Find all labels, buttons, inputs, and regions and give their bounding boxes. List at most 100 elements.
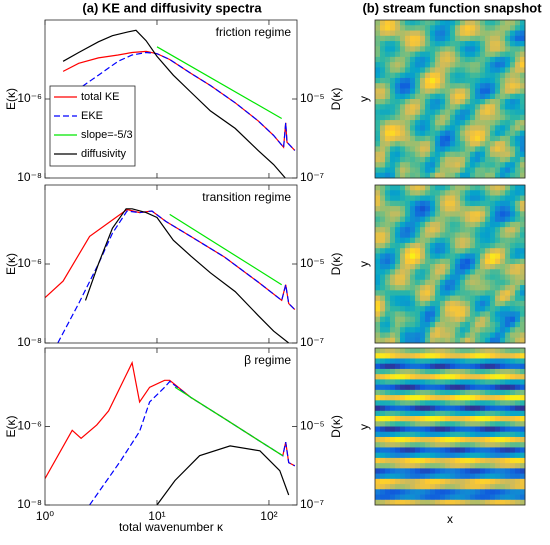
snapshot-cell: [400, 125, 406, 131]
snapshot-cell: [470, 274, 476, 281]
snapshot-cell: [465, 368, 471, 375]
snapshot-cell: [430, 416, 436, 422]
snapshot-cell: [505, 72, 511, 79]
snapshot-cell: [485, 130, 491, 137]
snapshot-cell: [515, 295, 521, 302]
snapshot-cell: [505, 264, 511, 270]
snapshot-cell: [410, 358, 416, 365]
snapshot-cell: [445, 489, 451, 495]
snapshot-cell: [490, 321, 496, 328]
snapshot-cell: [400, 478, 406, 485]
snapshot-cell: [395, 125, 401, 131]
snapshot-cell: [445, 431, 451, 438]
snapshot-cell: [495, 285, 501, 291]
snapshot-cell: [455, 135, 461, 142]
snapshot-cell: [375, 248, 381, 254]
snapshot-cell: [520, 20, 526, 26]
snapshot-cell: [500, 363, 506, 370]
snapshot-cell: [425, 431, 431, 438]
snapshot-cell: [390, 190, 396, 196]
snapshot-cell: [490, 46, 496, 52]
snapshot-cell: [455, 316, 461, 323]
snapshot-cell: [410, 109, 416, 116]
snapshot-cell: [405, 306, 411, 312]
snapshot-cell: [500, 421, 506, 427]
snapshot-cell: [375, 162, 381, 168]
snapshot-cell: [435, 185, 441, 191]
snapshot-cell: [455, 489, 461, 495]
snapshot-cell: [410, 167, 416, 174]
snapshot-cell: [465, 130, 471, 137]
snapshot-cell: [490, 436, 496, 443]
snapshot-cell: [505, 311, 511, 318]
snapshot-cell: [405, 489, 411, 495]
snapshot-cell: [475, 67, 481, 74]
snapshot-cell: [375, 30, 381, 37]
snapshot-cell: [395, 457, 401, 464]
snapshot-cell: [475, 316, 481, 323]
snapshot-cell: [470, 295, 476, 302]
series-line: [174, 386, 284, 457]
snapshot-cell: [395, 499, 401, 506]
snapshot-cell: [375, 146, 381, 153]
snapshot-cell: [450, 242, 456, 249]
snapshot-cell: [430, 206, 436, 212]
snapshot-cell: [490, 172, 496, 179]
snapshot-cell: [405, 72, 411, 79]
snapshot-cell: [510, 237, 516, 244]
snapshot-cell: [475, 436, 481, 443]
snapshot-cell: [425, 274, 431, 281]
snapshot-cell: [405, 395, 411, 401]
snapshot-cell: [410, 25, 416, 31]
snapshot-cell: [395, 389, 401, 396]
snapshot-cell: [430, 290, 436, 296]
snapshot-cell: [430, 77, 436, 84]
snapshot-cell: [510, 311, 516, 318]
snapshot-cell: [430, 389, 436, 396]
snapshot-cell: [460, 389, 466, 396]
snapshot-cell: [385, 389, 391, 396]
snapshot-cell: [420, 295, 426, 302]
snapshot-cell: [425, 109, 431, 116]
snapshot-cell: [395, 442, 401, 448]
snapshot-cell: [440, 463, 446, 469]
snapshot-cell: [420, 99, 426, 105]
snapshot-cell: [495, 353, 501, 359]
snapshot-cell: [385, 384, 391, 391]
snapshot-cell: [410, 300, 416, 307]
snapshot-cell: [505, 104, 511, 110]
snapshot-cell: [485, 216, 491, 223]
snapshot-cell: [495, 358, 501, 365]
snapshot-cell: [400, 248, 406, 254]
snapshot-cell: [410, 484, 416, 490]
snapshot-cell: [405, 285, 411, 291]
snapshot-cell: [395, 206, 401, 212]
snapshot-cell: [520, 237, 526, 244]
snapshot-cell: [495, 327, 501, 333]
snapshot-cell: [405, 321, 411, 328]
snapshot-cell: [440, 146, 446, 153]
snapshot-cell: [505, 211, 511, 217]
snapshot-cell: [400, 206, 406, 212]
snapshot-cell: [395, 51, 401, 58]
snapshot-cell: [475, 185, 481, 191]
snapshot-cell: [445, 269, 451, 275]
snapshot-cell: [425, 216, 431, 223]
snapshot-cell: [425, 162, 431, 168]
snapshot-cell: [515, 93, 521, 100]
snapshot-cell: [450, 300, 456, 307]
snapshot-cell: [420, 93, 426, 100]
snapshot-cell: [395, 274, 401, 281]
snapshot-cell: [460, 130, 466, 137]
snapshot-cell: [405, 237, 411, 244]
snapshot-cell: [480, 25, 486, 31]
snapshot-cell: [395, 332, 401, 339]
snapshot-cell: [500, 316, 506, 323]
snapshot-cell: [475, 269, 481, 275]
snapshot-cell: [500, 99, 506, 105]
snapshot-cell: [460, 321, 466, 328]
snapshot-cell: [395, 484, 401, 490]
snapshot-cell: [515, 384, 521, 391]
snapshot-cell: [465, 258, 471, 265]
snapshot-cell: [475, 463, 481, 469]
